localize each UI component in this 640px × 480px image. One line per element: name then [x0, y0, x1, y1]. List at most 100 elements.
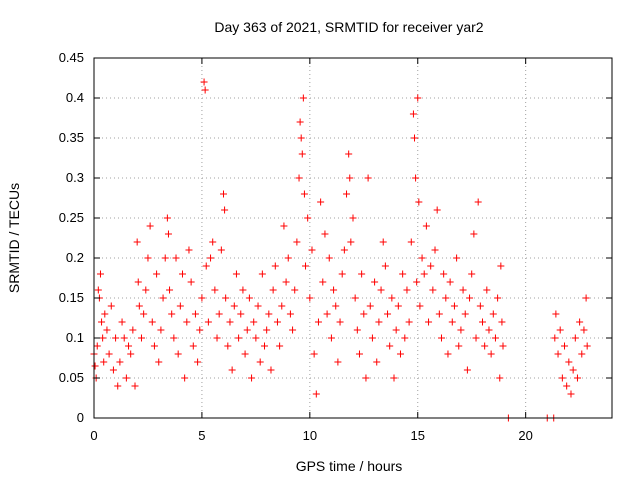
data-point	[569, 366, 577, 374]
data-point	[207, 254, 215, 262]
data-point	[388, 294, 396, 302]
data-point	[561, 342, 569, 350]
data-point	[252, 334, 260, 342]
data-point	[166, 286, 174, 294]
data-point	[148, 318, 156, 326]
data-point	[399, 270, 407, 278]
data-point	[209, 238, 217, 246]
data-point	[250, 318, 258, 326]
data-point	[265, 310, 273, 318]
data-point	[258, 270, 266, 278]
data-point	[161, 254, 169, 262]
data-point	[232, 270, 240, 278]
data-point	[150, 342, 158, 350]
data-point	[125, 342, 133, 350]
data-point	[185, 246, 193, 254]
data-point	[366, 302, 374, 310]
data-point	[368, 334, 376, 342]
chart-title: Day 363 of 2021, SRMTID for receiver yar…	[214, 19, 483, 35]
data-point	[129, 326, 137, 334]
data-point	[99, 334, 107, 342]
data-point	[267, 366, 275, 374]
data-point	[135, 302, 143, 310]
data-point	[202, 262, 210, 270]
data-point	[239, 286, 247, 294]
data-point	[105, 350, 113, 358]
data-point	[360, 310, 368, 318]
data-point	[418, 254, 426, 262]
data-point	[496, 374, 504, 382]
data-point	[455, 342, 463, 350]
data-point	[364, 174, 372, 182]
data-point	[224, 342, 232, 350]
data-point	[580, 326, 588, 334]
y-tick-label: 0.05	[59, 370, 84, 385]
plot-frame	[93, 57, 613, 419]
data-point	[280, 222, 288, 230]
data-point	[442, 294, 450, 302]
data-point	[164, 230, 172, 238]
data-point	[362, 374, 370, 382]
data-point	[243, 326, 251, 334]
data-point	[172, 254, 180, 262]
data-point	[191, 310, 199, 318]
x-tick-label: 0	[90, 428, 97, 443]
data-point	[221, 206, 229, 214]
data-point	[312, 390, 320, 398]
x-axis-label: GPS time / hours	[296, 458, 403, 474]
data-point	[174, 350, 182, 358]
data-point	[317, 198, 325, 206]
data-point	[422, 222, 430, 230]
data-point	[556, 326, 564, 334]
data-point	[343, 190, 351, 198]
y-axis-label: SRMTID / TECUs	[6, 183, 22, 293]
data-point	[499, 342, 507, 350]
data-point	[122, 374, 130, 382]
data-point	[284, 254, 292, 262]
data-point	[551, 334, 559, 342]
y-tick-label: 0.45	[59, 50, 84, 65]
data-point	[101, 310, 109, 318]
data-point	[332, 302, 340, 310]
data-point	[194, 358, 202, 366]
data-point	[578, 350, 586, 358]
data-point	[170, 334, 178, 342]
y-tick-label: 0.3	[66, 170, 84, 185]
data-point	[183, 318, 191, 326]
data-point	[226, 318, 234, 326]
data-point	[291, 286, 299, 294]
data-point	[563, 382, 571, 390]
data-point	[254, 302, 262, 310]
data-point	[411, 134, 419, 142]
data-point	[133, 238, 141, 246]
data-point	[112, 334, 120, 342]
data-point	[271, 262, 279, 270]
data-point	[463, 366, 471, 374]
data-point	[446, 278, 454, 286]
data-point	[103, 326, 111, 334]
data-point	[346, 174, 354, 182]
data-point	[282, 278, 290, 286]
data-point	[386, 342, 394, 350]
data-point	[347, 238, 355, 246]
data-point	[353, 326, 361, 334]
axis-ticks: 0 0.05 0.1 0.15 0.2 0.25 0.3 0.35 0.4 0.45 0 5 10 15 2…	[59, 50, 612, 443]
x-tick-label: 15	[411, 428, 425, 443]
x-tick-label: 10	[303, 428, 317, 443]
data-point	[109, 366, 117, 374]
data-point	[323, 310, 331, 318]
data-point	[222, 294, 230, 302]
data-point	[299, 94, 307, 102]
data-point	[403, 286, 411, 294]
y-tick-label: 0.1	[66, 330, 84, 345]
data-point	[93, 342, 101, 350]
data-point	[200, 78, 208, 86]
data-point	[461, 310, 469, 318]
data-point	[296, 118, 304, 126]
data-point	[448, 318, 456, 326]
data-point	[405, 318, 413, 326]
data-point	[118, 318, 126, 326]
data-point	[425, 318, 433, 326]
data-point	[278, 302, 286, 310]
data-point	[325, 254, 333, 262]
